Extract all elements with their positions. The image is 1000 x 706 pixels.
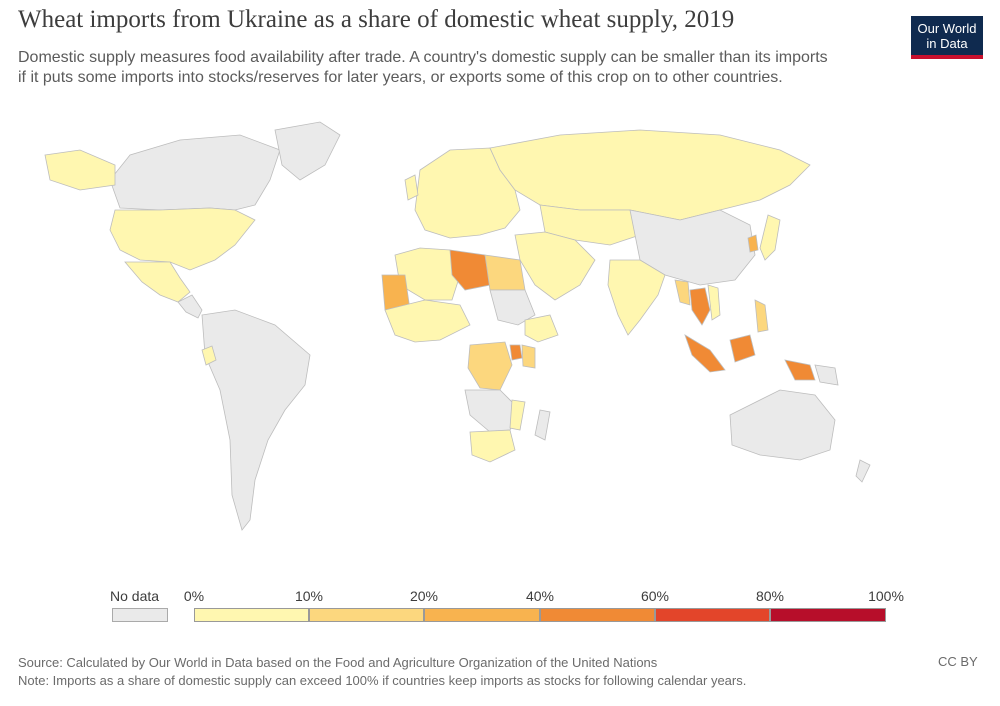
legend-bin-10-20[interactable] <box>309 608 424 622</box>
world-map <box>44 121 871 531</box>
region-europe[interactable] <box>414 147 521 239</box>
owid-logo[interactable]: Our World in Data <box>911 16 983 59</box>
legend-tick-label-100: 100% <box>868 588 904 604</box>
country-indonesia-borneo[interactable] <box>729 334 756 363</box>
country-usa[interactable] <box>109 207 256 271</box>
country-indonesia[interactable] <box>684 334 726 373</box>
country-alaska[interactable] <box>44 149 116 191</box>
legend-no-data-label: No data <box>110 588 160 604</box>
chart-title: Wheat imports from Ukraine as a share of… <box>18 6 735 33</box>
country-south-america[interactable] <box>201 309 311 531</box>
country-vietnam[interactable] <box>707 284 721 321</box>
country-japan[interactable] <box>759 214 781 261</box>
country-new-zealand[interactable] <box>855 459 871 483</box>
country-mozambique[interactable] <box>509 399 526 431</box>
country-ethiopia[interactable] <box>524 314 559 343</box>
legend-bin-80-100[interactable] <box>770 608 886 622</box>
logo-line-1: Our World <box>917 21 977 36</box>
region-west-africa[interactable] <box>384 299 471 343</box>
country-madagascar[interactable] <box>534 409 551 441</box>
footer-notes: Source: Calculated by Our World in Data … <box>18 654 746 690</box>
license-text[interactable]: CC BY <box>938 654 978 669</box>
legend-bin-20-40[interactable] <box>424 608 540 622</box>
legend-bin-60-80[interactable] <box>655 608 770 622</box>
country-south-africa[interactable] <box>469 429 516 463</box>
legend-no-data-swatch[interactable] <box>112 608 168 622</box>
country-philippines[interactable] <box>754 299 769 333</box>
country-kenya[interactable] <box>521 344 536 369</box>
legend-tick-label-60: 60% <box>640 588 670 604</box>
country-ecuador[interactable] <box>201 345 217 366</box>
country-dr-congo[interactable] <box>467 341 513 391</box>
country-central-america[interactable] <box>177 294 203 319</box>
country-india[interactable] <box>607 259 666 336</box>
source-text: Source: Calculated by Our World in Data … <box>18 655 658 670</box>
legend-bin-0-10[interactable] <box>194 608 309 622</box>
country-greenland[interactable] <box>274 121 341 181</box>
color-legend: No data 0% 10% 20% 40% 60% 80% 100% <box>110 588 904 628</box>
country-png[interactable] <box>814 364 839 386</box>
country-thailand[interactable] <box>689 287 711 326</box>
legend-bin-40-60[interactable] <box>540 608 655 622</box>
country-libya[interactable] <box>449 249 491 291</box>
logo-line-2: in Data <box>926 36 968 51</box>
country-indonesia-east[interactable] <box>784 359 816 381</box>
legend-tick-label-40: 40% <box>525 588 555 604</box>
country-uk[interactable] <box>404 174 419 201</box>
subtitle-line-1: Domestic supply measures food availabili… <box>18 49 828 66</box>
legend-tick-label-0: 0% <box>183 588 205 604</box>
country-egypt[interactable] <box>484 254 526 291</box>
legend-tick-label-80: 80% <box>755 588 785 604</box>
country-australia[interactable] <box>729 389 836 461</box>
legend-tick-label-20: 20% <box>409 588 439 604</box>
region-middle-east[interactable] <box>514 231 596 301</box>
country-russia[interactable] <box>489 129 811 221</box>
country-china[interactable] <box>629 209 756 286</box>
country-myanmar[interactable] <box>674 279 691 306</box>
subtitle-line-2: if it puts some imports into stocks/rese… <box>18 69 783 86</box>
note-text: Note: Imports as a share of domestic sup… <box>18 673 747 688</box>
chart-subtitle: Domestic supply measures food availabili… <box>18 48 898 88</box>
country-uganda[interactable] <box>509 344 523 361</box>
country-canada[interactable] <box>109 134 281 211</box>
country-mexico[interactable] <box>124 261 191 303</box>
legend-tick-label-10: 10% <box>294 588 324 604</box>
country-south-korea[interactable] <box>747 234 759 253</box>
